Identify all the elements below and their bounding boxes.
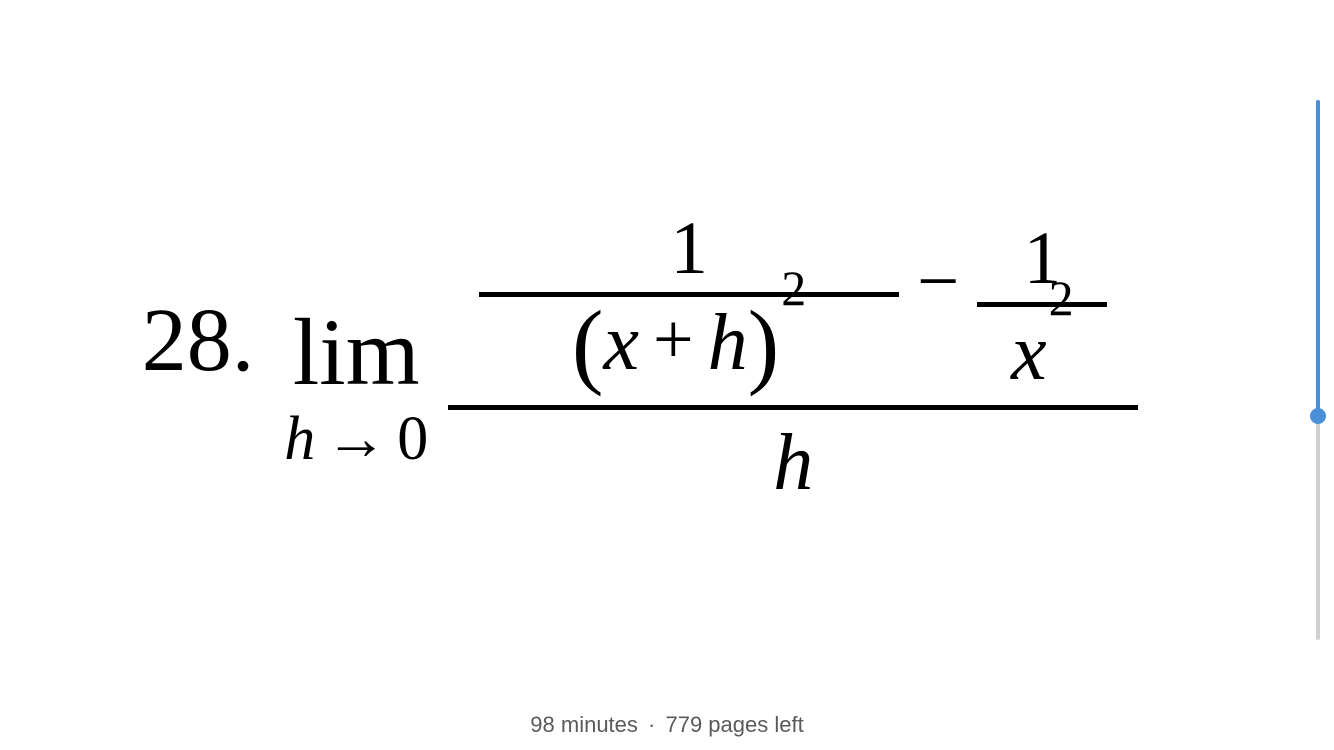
exponent-2: 2 bbox=[1049, 273, 1074, 323]
time-remaining: 98 minutes bbox=[530, 712, 638, 737]
minus-operator: − bbox=[899, 239, 977, 325]
outer-fraction: 1 ( x + h ) 2 − 1 x bbox=[448, 211, 1138, 509]
variable-h: h bbox=[708, 303, 748, 383]
frac1-numerator: 1 bbox=[670, 211, 708, 292]
problem-number: 28. bbox=[142, 289, 255, 392]
variable-x: x bbox=[604, 303, 640, 383]
outer-denominator: h bbox=[773, 410, 813, 509]
outer-numerator: 1 ( x + h ) 2 − 1 x bbox=[479, 211, 1107, 405]
math-equation: 28. lim h → 0 1 ( x + h ) bbox=[142, 211, 1139, 509]
limit-symbol: lim bbox=[293, 305, 420, 400]
limit-subscript: h → 0 bbox=[284, 404, 428, 475]
frac2-denominator: x 2 bbox=[1011, 307, 1074, 393]
inner-fraction-2: 1 x 2 bbox=[977, 221, 1107, 393]
left-paren: ( bbox=[572, 299, 604, 389]
arrow-icon: → bbox=[325, 404, 387, 475]
scrollbar-thumb[interactable] bbox=[1310, 408, 1326, 424]
pages-remaining: 779 pages left bbox=[665, 712, 803, 737]
variable-x: x bbox=[1011, 313, 1047, 393]
scrollbar-progress bbox=[1316, 100, 1320, 416]
exponent-2: 2 bbox=[781, 263, 806, 313]
frac1-denominator: ( x + h ) 2 bbox=[572, 297, 806, 393]
inner-fraction-1: 1 ( x + h ) 2 bbox=[479, 211, 899, 393]
right-paren: ) bbox=[748, 299, 780, 389]
reading-progress-footer: 98 minutes · 779 pages left bbox=[0, 712, 1334, 738]
limit-variable: h bbox=[284, 404, 315, 475]
separator: · bbox=[644, 712, 659, 737]
plus-operator: + bbox=[639, 303, 708, 375]
limit-target: 0 bbox=[397, 404, 428, 475]
page-content: 28. lim h → 0 1 ( x + h ) bbox=[0, 0, 1280, 720]
limit-operator: lim h → 0 bbox=[284, 305, 428, 475]
